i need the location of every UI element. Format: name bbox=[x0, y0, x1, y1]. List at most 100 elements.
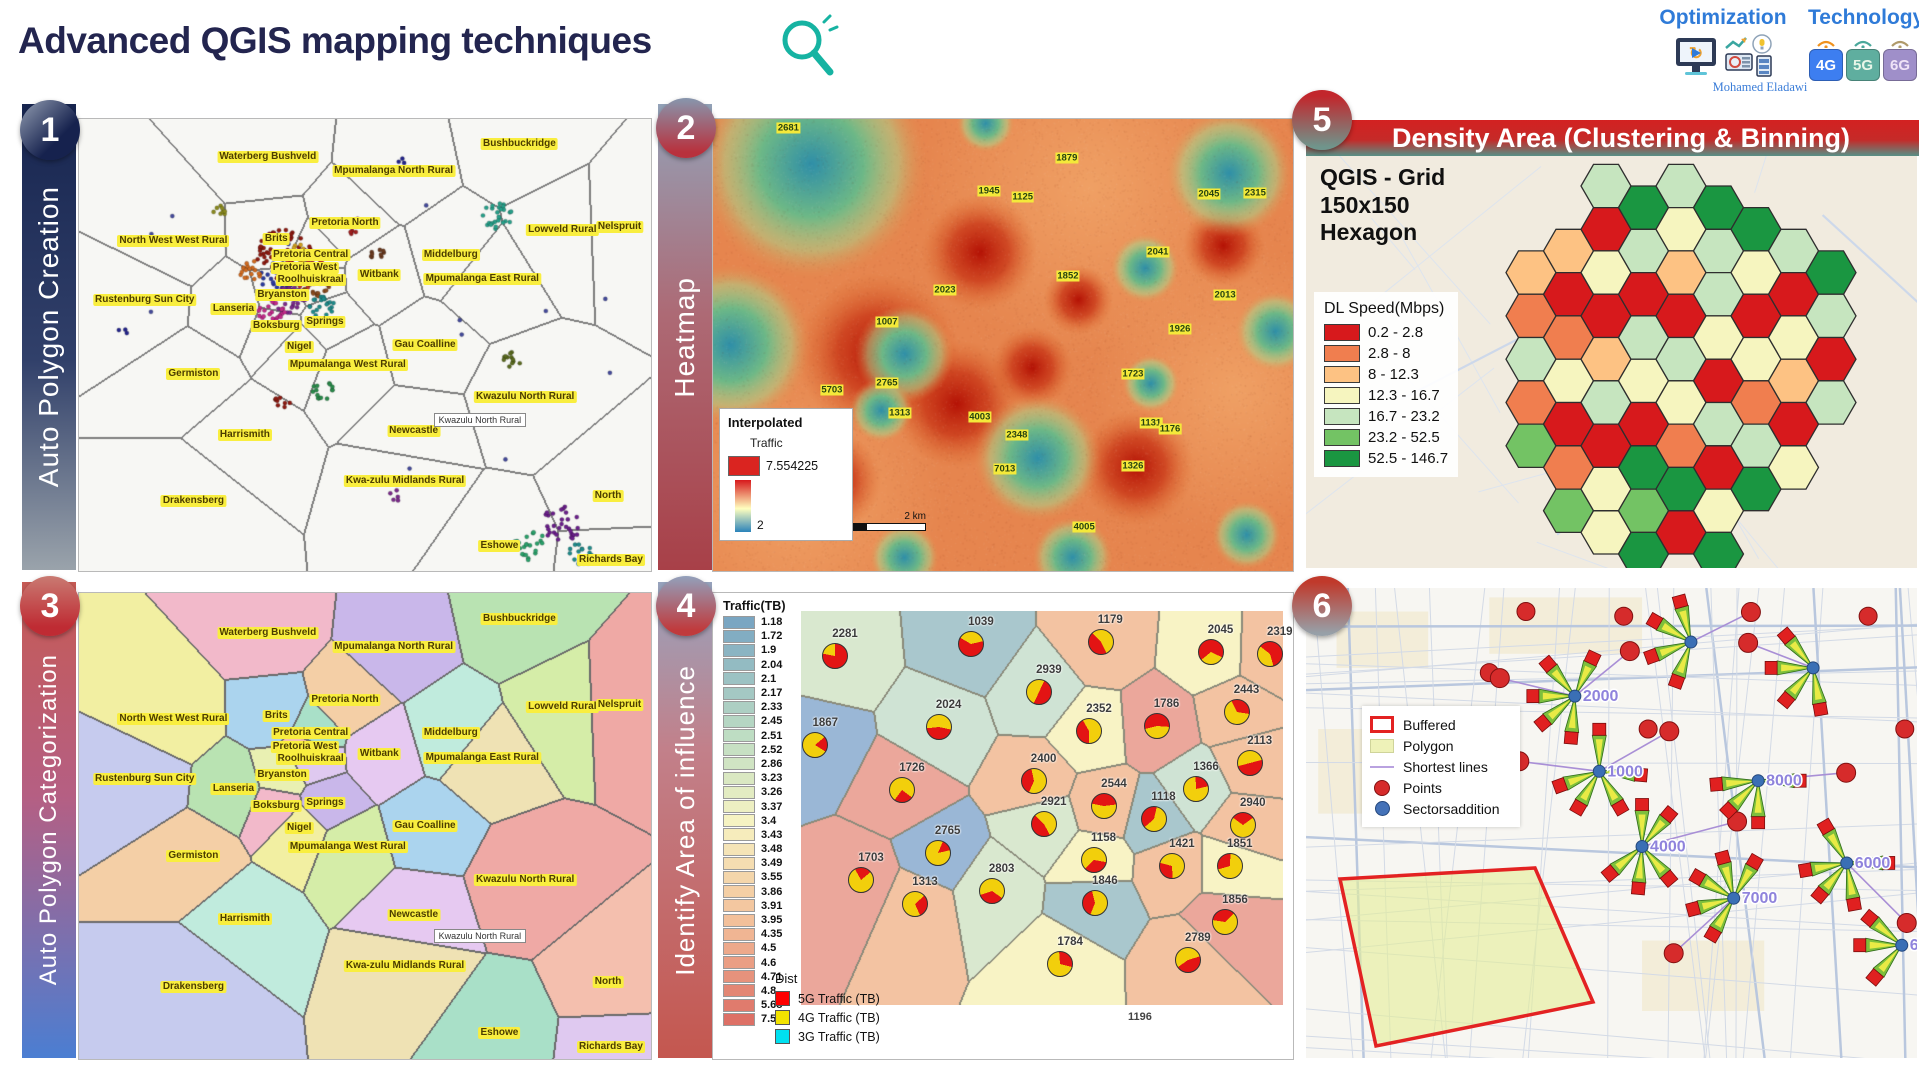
sector-petal bbox=[1797, 861, 1847, 879]
street-line bbox=[1306, 623, 1917, 678]
point-marker[interactable] bbox=[1896, 912, 1917, 933]
place-label: Drakensberg bbox=[160, 980, 226, 993]
map-area-of-influence[interactable]: 2281 1039 1179 2045 2319 2939 2024 2352 1786 2443… bbox=[712, 592, 1294, 1060]
place-label: Brits bbox=[262, 710, 290, 723]
sector-flower[interactable]: 6000 bbox=[1853, 908, 1917, 987]
sector-petal bbox=[1758, 773, 1807, 789]
point-marker[interactable] bbox=[1836, 762, 1857, 783]
legend-glyph-sectors-icon bbox=[1370, 801, 1394, 816]
point-marker[interactable] bbox=[1663, 943, 1684, 964]
traffic-legend-swatch bbox=[723, 941, 755, 955]
voronoi-canvas[interactable] bbox=[801, 611, 1283, 1005]
hexbin-cell[interactable] bbox=[1767, 445, 1820, 490]
traffic-pie-disc bbox=[1223, 698, 1250, 725]
sector-center-point[interactable] bbox=[1840, 856, 1854, 870]
buffered-polygon[interactable] bbox=[1337, 866, 1596, 1049]
hexbin-cell[interactable] bbox=[1692, 531, 1745, 568]
point-marker[interactable] bbox=[1489, 668, 1510, 689]
traffic-legend-swatch bbox=[723, 771, 755, 785]
dl-speed-range: 8 - 12.3 bbox=[1368, 366, 1419, 383]
sector-center-point[interactable] bbox=[1592, 764, 1606, 778]
sector-flower[interactable]: 6000 bbox=[1797, 817, 1917, 933]
traffic-legend-swatch bbox=[723, 913, 755, 927]
legend-glyph-shape bbox=[1370, 738, 1394, 753]
sector-center-point[interactable] bbox=[1895, 938, 1909, 952]
map-tooltip: Kwazulu North Rural bbox=[433, 412, 527, 427]
sector-center-point[interactable] bbox=[1806, 661, 1820, 675]
place-label: Roolhuiskraal bbox=[275, 274, 346, 287]
traffic-legend-row: 4.6 bbox=[723, 956, 786, 970]
point-marker[interactable] bbox=[1659, 721, 1680, 742]
place-label: North bbox=[592, 490, 624, 503]
map-heatmap[interactable]: 2681 1879 1945 1125 2045 2315 2041 1852 2023 2013… bbox=[712, 118, 1294, 572]
sector-center-point[interactable] bbox=[1635, 840, 1649, 853]
place-label: Lowveld Rural bbox=[526, 223, 599, 236]
map-density-hexbin[interactable]: QGIS - Grid 150x150 Hexagon DL Speed(Mbp… bbox=[1306, 156, 1917, 568]
dist-legend-row: 5G Traffic (TB) bbox=[775, 989, 880, 1008]
traffic-pie-value: 1867 bbox=[812, 716, 839, 729]
author-name: Mohamed Eladawi bbox=[1712, 80, 1808, 94]
traffic-legend-row: 4.35 bbox=[723, 927, 786, 941]
point-marker[interactable] bbox=[1858, 606, 1878, 626]
point-marker[interactable] bbox=[1516, 602, 1536, 621]
legend-glyph-shape bbox=[1370, 765, 1394, 768]
signal-point-label: 1879 bbox=[1055, 152, 1079, 164]
place-label: Middelburg bbox=[421, 248, 480, 261]
dist-legend-title: Dist bbox=[775, 971, 798, 986]
sector-flower[interactable]: 2000 bbox=[1489, 641, 1640, 745]
sector-center-point[interactable] bbox=[1684, 635, 1698, 649]
traffic-legend-swatch bbox=[723, 629, 755, 643]
point-marker[interactable] bbox=[1614, 606, 1634, 626]
place-label: Pretoria Central bbox=[271, 248, 351, 261]
sector-flower[interactable] bbox=[1643, 593, 1761, 690]
dist-legend-row: 4G Traffic (TB) bbox=[775, 1008, 880, 1027]
sector-center-point[interactable] bbox=[1568, 689, 1582, 703]
sector-petal bbox=[1764, 660, 1814, 676]
place-label: Harrismith bbox=[217, 913, 272, 926]
traffic-pie-value: 1179 bbox=[1097, 614, 1123, 627]
map-auto-polygon-creation[interactable]: Bushbuckridge Waterberg Bushveld Mpumalang… bbox=[78, 118, 652, 572]
point-marker[interactable] bbox=[1740, 602, 1761, 623]
point-marker[interactable] bbox=[1638, 719, 1658, 739]
traffic-legend-value: 2.51 bbox=[761, 729, 783, 742]
traffic-legend-row: 3.26 bbox=[723, 785, 786, 799]
point-marker[interactable] bbox=[1895, 719, 1915, 739]
place-label: Germiston bbox=[166, 368, 221, 381]
traffic-pie-disc bbox=[1081, 847, 1108, 874]
traffic-legend-swatch bbox=[723, 885, 755, 899]
sector-center-point[interactable] bbox=[1727, 891, 1741, 905]
traffic-pie-value: 2400 bbox=[1030, 752, 1057, 765]
panel-6-number-badge: 6 bbox=[1292, 576, 1352, 636]
sector-petal bbox=[1733, 852, 1764, 899]
point-marker[interactable] bbox=[1738, 632, 1759, 653]
traffic-legend-swatch bbox=[723, 956, 755, 970]
traffic-pie-disc bbox=[902, 891, 929, 918]
legend-label: Buffered bbox=[1403, 716, 1456, 733]
traffic-pie-disc bbox=[1030, 810, 1057, 837]
traffic-legend-value: 4.5 bbox=[761, 942, 777, 955]
sector-flower[interactable]: 7000 bbox=[1663, 849, 1779, 964]
traffic-pie-disc bbox=[1082, 889, 1109, 916]
traffic-legend-value: 1.18 bbox=[761, 616, 783, 629]
sector-center-point[interactable] bbox=[1751, 774, 1765, 788]
map-auto-polygon-categorization[interactable]: Bushbuckridge Waterberg Bushveld Mpumalang… bbox=[78, 592, 652, 1060]
place-label: Newcastle bbox=[387, 908, 441, 921]
signal-point-label: 1723 bbox=[1121, 368, 1145, 380]
point-marker[interactable] bbox=[1619, 641, 1640, 662]
shortest-line bbox=[1673, 897, 1735, 954]
sector-distance-label: 2000 bbox=[1583, 688, 1619, 705]
legend-label: Shortest lines bbox=[1403, 758, 1488, 775]
hexbin-cell[interactable] bbox=[1805, 380, 1857, 425]
traffic-pie-value: 1786 bbox=[1153, 698, 1180, 711]
map-sectors-buffer[interactable]: 2000 1000 4000 8000 7000 6000 6000 Buffered Pol… bbox=[1306, 588, 1917, 1058]
traffic-legend-value: 2.45 bbox=[761, 715, 783, 728]
sector-flower[interactable] bbox=[1738, 626, 1829, 717]
point-marker[interactable] bbox=[1727, 811, 1748, 832]
hexbin-svg[interactable] bbox=[1306, 156, 1917, 568]
sector-flower[interactable]: 1000 bbox=[1509, 721, 1680, 817]
shortest-line bbox=[1519, 760, 1600, 773]
sector-flower[interactable]: 4000 bbox=[1600, 798, 1748, 896]
signal-point-label: 1313 bbox=[888, 407, 912, 419]
traffic-legend-swatch bbox=[723, 743, 755, 757]
sector-flower[interactable]: 8000 bbox=[1709, 762, 1857, 830]
